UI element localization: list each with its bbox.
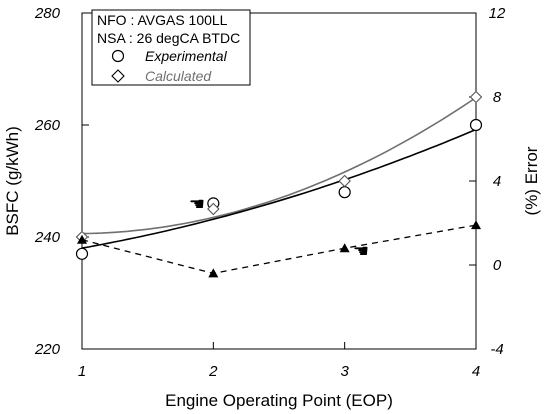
y2-tick-label: 0	[493, 257, 502, 274]
calculated-trend-curve	[81, 96, 477, 235]
x-tick-label: 4	[472, 363, 480, 380]
y2-tick-label: 12	[489, 5, 506, 22]
experimental-point	[469, 118, 483, 132]
y-tick-label: 240	[34, 229, 61, 246]
y-tick-label: 280	[34, 5, 61, 22]
experimental-point	[338, 186, 351, 199]
x-tick-label: 2	[208, 363, 218, 380]
error-dashed-line	[81, 224, 477, 275]
legend: NFO : AVGAS 100LL NSA : 26 degCA BTDC Ex…	[91, 9, 251, 86]
experimental-point	[75, 247, 89, 260]
calculated-point	[338, 174, 351, 188]
error-point	[471, 220, 481, 230]
y2-tick-label: 8	[493, 89, 502, 106]
legend-label-calculated: Calculated	[145, 68, 212, 84]
x-tick-label: 1	[78, 363, 86, 380]
legend-diamond-marker	[111, 69, 125, 83]
legend-annotation-spark: NSA : 26 degCA BTDC	[97, 30, 240, 46]
y2-axis-title: (%) Error	[522, 146, 541, 215]
calculated-point	[207, 202, 220, 216]
data-markers	[75, 90, 483, 278]
pointer-hand-icon-eop2: ☚	[189, 194, 205, 214]
legend-label-experimental: Experimental	[145, 48, 228, 64]
y-tick-label: 220	[34, 341, 61, 358]
error-point	[77, 234, 87, 244]
pointer-hand-icon-eop3: ☚	[353, 241, 369, 261]
y2-tick-label: 4	[493, 173, 501, 190]
experimental-trend-curve	[81, 128, 477, 249]
x-tick-label: 3	[340, 363, 349, 380]
x-axis-title: Engine Operating Point (EOP)	[165, 391, 393, 410]
legend-circle-marker	[111, 49, 125, 63]
y-axis-title: BSFC (g/kWh)	[3, 126, 22, 236]
y2-tick-label: -4	[490, 341, 503, 358]
error-point	[208, 268, 219, 278]
legend-annotation-fuel: NFO : AVGAS 100LL	[97, 12, 228, 28]
legend-box	[91, 9, 251, 86]
y-tick-label: 260	[34, 117, 61, 134]
calculated-point	[469, 90, 483, 104]
error-point	[339, 243, 350, 253]
